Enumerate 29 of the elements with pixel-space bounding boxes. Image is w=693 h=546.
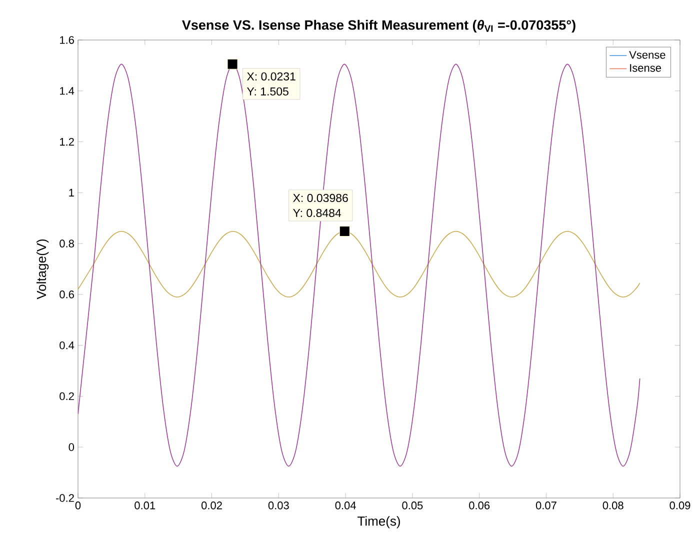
y-tick-label: -0.2	[56, 494, 74, 502]
legend-label: Vsense	[629, 51, 666, 59]
annotation: X: 0.03986	[293, 194, 348, 202]
x-tick-label: 0.07	[536, 502, 556, 510]
y-tick-label: 0	[68, 443, 74, 452]
x-tick-label: 0.08	[602, 502, 624, 510]
annotation: X: 0.0231	[246, 72, 296, 81]
y-axis-title: Voltage(V)	[36, 239, 49, 300]
y-tick-label: 0.4	[60, 341, 74, 350]
y-tick-label: 1.4	[60, 87, 74, 95]
x-tick-label: 0.09	[670, 502, 690, 510]
x-tick-label: 0.01	[134, 502, 156, 510]
y-tick-label: 0.2	[60, 392, 74, 400]
y-tick-label: 0.8	[60, 240, 74, 248]
annotation: Y: 1.505	[246, 87, 288, 96]
x-tick-label: 0.04	[335, 502, 356, 510]
y-tick-label: 0.6	[60, 290, 74, 298]
y-tick-label: 1	[69, 188, 74, 196]
x-axis-title: Time(s)	[358, 516, 400, 528]
chart-title: Vsense VS. Isense Phase Shift Measurement (θ$_{VI}$ =-0.070355°)	[182, 20, 576, 32]
x-tick-label: 0.02	[202, 502, 222, 510]
x-tick-label: 0.06	[469, 502, 490, 510]
y-tick-label: 1.2	[60, 138, 74, 146]
x-tick-label: 0.05	[402, 502, 423, 510]
legend-label: Isense	[630, 64, 662, 72]
annotation: Y: 0.8484	[293, 208, 342, 218]
x-tick-label: 0.03	[268, 502, 289, 510]
y-tick-label: 1.6	[60, 36, 74, 44]
x-tick-label: 0	[75, 502, 81, 510]
